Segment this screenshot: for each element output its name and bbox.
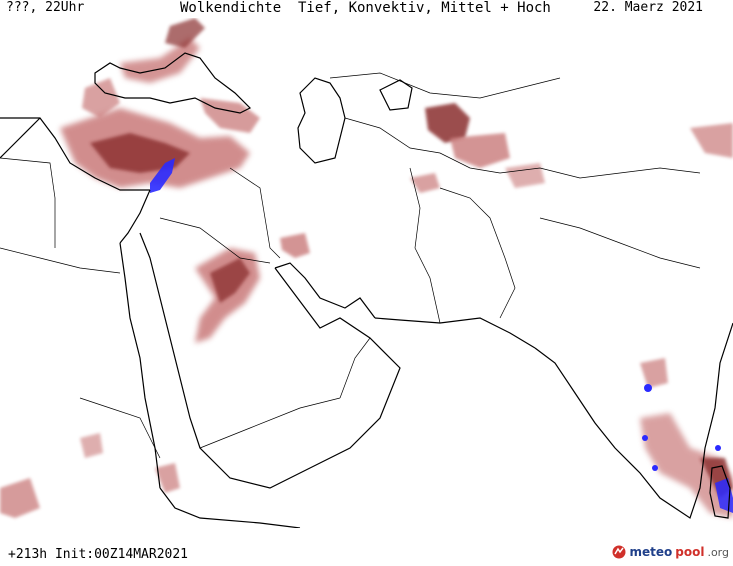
coast-iran-south xyxy=(374,317,536,349)
convective-cell-coast xyxy=(652,465,658,471)
logo-text-part1: meteo xyxy=(629,545,673,559)
border-oman xyxy=(339,337,371,399)
cloud-area-tajik xyxy=(450,133,510,168)
coast-caspian xyxy=(297,77,346,164)
border-saudi-south xyxy=(199,397,341,449)
coast-red-sea-west xyxy=(119,242,161,489)
cloud-area-balkans xyxy=(82,78,120,118)
cloud-area-africa xyxy=(0,478,40,518)
meteopool-logo[interactable]: meteo pool .org xyxy=(612,545,729,559)
coast-sri-lanka xyxy=(709,465,731,519)
cloud-area-arabia-core xyxy=(210,258,250,303)
border-egypt-sudan xyxy=(0,247,121,274)
convective-cell-east xyxy=(715,445,721,451)
coastlines xyxy=(0,52,733,528)
border-india-nepal xyxy=(539,217,701,269)
border-kazakh xyxy=(329,72,561,99)
logo-text-part2: pool xyxy=(675,545,705,559)
coast-persian-gulf xyxy=(274,262,376,319)
coast-red-sea-east xyxy=(139,232,401,489)
convective-cell-kerala xyxy=(644,384,652,392)
logo-text-part3: .org xyxy=(707,545,729,559)
border-ethiopia xyxy=(79,397,161,459)
border-afghan-pak xyxy=(439,187,516,319)
cloud-area-iraq xyxy=(280,233,310,258)
cloud-area-india-north xyxy=(505,163,545,188)
border-iraq-iran xyxy=(229,167,281,259)
cloud-area-afghan xyxy=(410,173,440,193)
cloud-area-east xyxy=(690,123,733,158)
forecast-time-label: ???, 22Uhr xyxy=(6,0,85,15)
coast-horn xyxy=(159,487,301,528)
weather-map xyxy=(0,18,733,528)
coast-levant xyxy=(119,189,151,244)
convective-cell-tn xyxy=(642,435,648,441)
coast-black-sea xyxy=(94,52,252,114)
cloud-area-central-asia xyxy=(425,103,470,143)
cloud-area-yemen xyxy=(155,463,180,493)
cloud-area-blacksea xyxy=(120,38,200,83)
cloud-area-india-east xyxy=(640,358,668,388)
convective-area-levant xyxy=(150,158,175,193)
coast-aral xyxy=(379,79,413,111)
cloud-area-sudan xyxy=(80,433,103,458)
meteopool-logo-icon xyxy=(612,545,626,559)
cloud-area-caucasus xyxy=(200,98,260,133)
map-title: Wolkendichte Tief, Konvektiv, Mittel + H… xyxy=(180,0,551,16)
cloud-area-blacksea-north xyxy=(165,18,205,48)
border-iran-afghan xyxy=(409,167,441,324)
border-saudi-iraq xyxy=(159,217,271,264)
run-info: +213h Init:00Z14MAR2021 xyxy=(8,547,189,562)
cloud-layer xyxy=(0,18,733,518)
coast-india-west xyxy=(534,322,733,519)
borders xyxy=(0,72,701,459)
border-libya xyxy=(0,157,56,248)
border-china xyxy=(499,167,701,179)
convective-layer xyxy=(150,158,733,513)
coast-africa-nile xyxy=(0,117,41,159)
forecast-date: 22. Maerz 2021 xyxy=(593,0,703,15)
border-central-asia xyxy=(344,117,501,174)
